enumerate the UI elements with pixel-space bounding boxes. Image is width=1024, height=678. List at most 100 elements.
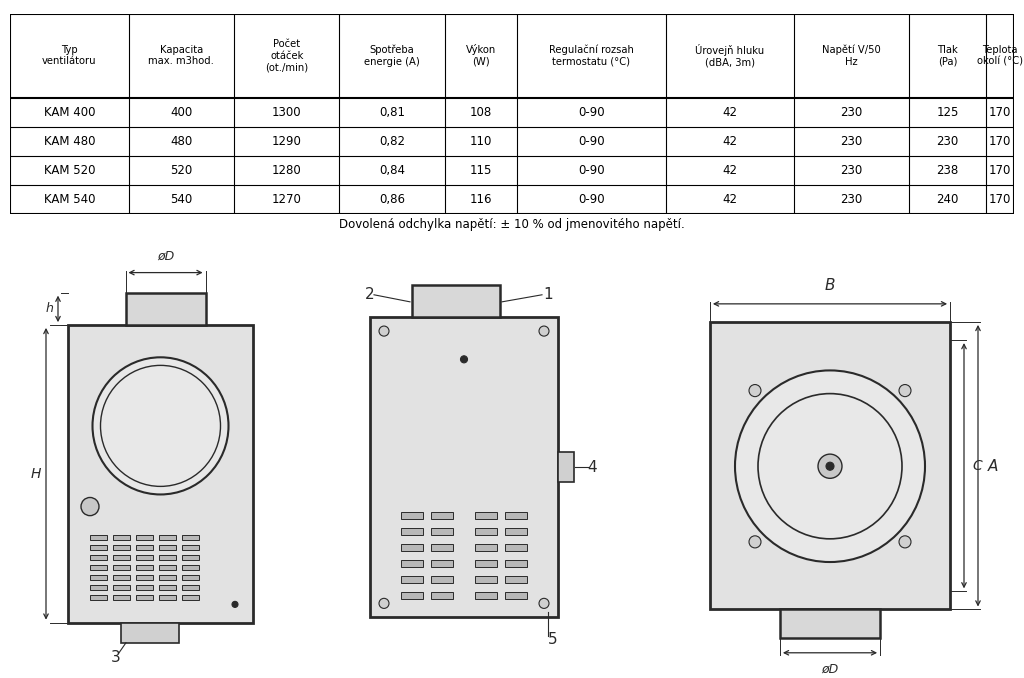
Text: Počet
otáček
(ot./min): Počet otáček (ot./min) xyxy=(265,39,308,72)
Circle shape xyxy=(100,365,220,486)
Bar xyxy=(401,527,423,535)
Text: KAM 400: KAM 400 xyxy=(44,106,95,119)
Bar xyxy=(475,512,497,519)
Text: H: H xyxy=(31,466,41,481)
Text: h: h xyxy=(45,302,53,315)
Text: 116: 116 xyxy=(470,193,493,205)
Bar xyxy=(136,555,153,560)
Text: 0,84: 0,84 xyxy=(379,163,406,176)
Bar xyxy=(505,576,527,583)
Circle shape xyxy=(539,598,549,608)
Bar xyxy=(370,317,558,618)
Text: 110: 110 xyxy=(470,134,493,148)
Text: 42: 42 xyxy=(722,163,737,176)
Bar xyxy=(401,544,423,551)
Text: 2: 2 xyxy=(366,287,375,302)
Bar xyxy=(121,622,179,643)
Bar xyxy=(475,527,497,535)
Bar xyxy=(475,576,497,583)
Text: KAM 540: KAM 540 xyxy=(44,193,95,205)
Bar xyxy=(475,544,497,551)
Text: 400: 400 xyxy=(170,106,193,119)
Circle shape xyxy=(899,536,911,548)
Bar xyxy=(159,565,176,570)
Text: 108: 108 xyxy=(470,106,492,119)
Text: 230: 230 xyxy=(841,163,863,176)
Text: 0-90: 0-90 xyxy=(578,193,604,205)
Text: øD: øD xyxy=(157,250,174,262)
Bar xyxy=(780,610,880,638)
Bar xyxy=(475,593,497,599)
Bar xyxy=(159,575,176,580)
Bar xyxy=(505,544,527,551)
Bar xyxy=(113,535,130,540)
Text: 0-90: 0-90 xyxy=(578,134,604,148)
Text: Kapacita
max. m3hod.: Kapacita max. m3hod. xyxy=(148,45,214,66)
Circle shape xyxy=(826,462,834,471)
Circle shape xyxy=(379,326,389,336)
Bar xyxy=(505,527,527,535)
Bar xyxy=(710,322,950,610)
Circle shape xyxy=(81,498,99,516)
Text: 5: 5 xyxy=(548,632,558,647)
Text: 230: 230 xyxy=(936,134,958,148)
Text: Napětí V/50
Hz: Napětí V/50 Hz xyxy=(822,45,881,66)
Text: 3: 3 xyxy=(112,650,121,665)
Circle shape xyxy=(899,384,911,397)
Bar xyxy=(431,593,453,599)
Text: 170: 170 xyxy=(988,106,1011,119)
Circle shape xyxy=(749,384,761,397)
Bar xyxy=(505,560,527,567)
Bar xyxy=(136,565,153,570)
Text: 42: 42 xyxy=(722,106,737,119)
Bar xyxy=(431,527,453,535)
Text: 0-90: 0-90 xyxy=(578,106,604,119)
Bar xyxy=(90,555,106,560)
Bar xyxy=(136,595,153,600)
Circle shape xyxy=(749,536,761,548)
Bar xyxy=(90,545,106,550)
Bar xyxy=(182,535,199,540)
Text: Regulační rozsah
termostatu (°C): Regulační rozsah termostatu (°C) xyxy=(549,45,634,66)
Text: 170: 170 xyxy=(988,134,1011,148)
Text: 230: 230 xyxy=(841,106,863,119)
Text: 230: 230 xyxy=(841,134,863,148)
Text: 240: 240 xyxy=(936,193,958,205)
Text: 1290: 1290 xyxy=(271,134,302,148)
Bar xyxy=(159,545,176,550)
Bar xyxy=(505,512,527,519)
Bar xyxy=(68,325,253,622)
Circle shape xyxy=(92,357,228,494)
Bar xyxy=(182,585,199,591)
Text: C: C xyxy=(972,459,982,473)
Text: 0,82: 0,82 xyxy=(379,134,406,148)
Bar xyxy=(113,595,130,600)
Text: 0,86: 0,86 xyxy=(379,193,406,205)
Bar xyxy=(182,545,199,550)
Circle shape xyxy=(818,454,842,478)
Bar xyxy=(431,512,453,519)
Text: 1: 1 xyxy=(543,287,553,302)
Circle shape xyxy=(735,370,925,562)
Bar xyxy=(401,576,423,583)
Bar xyxy=(558,452,574,482)
Circle shape xyxy=(232,601,238,607)
Text: øD: øD xyxy=(821,663,839,676)
Bar xyxy=(159,585,176,591)
Text: B: B xyxy=(824,278,836,293)
Bar xyxy=(113,545,130,550)
Bar xyxy=(113,575,130,580)
Bar xyxy=(182,595,199,600)
Bar xyxy=(431,576,453,583)
Bar xyxy=(431,560,453,567)
Bar xyxy=(475,560,497,567)
Circle shape xyxy=(539,326,549,336)
Text: KAM 480: KAM 480 xyxy=(44,134,95,148)
Bar xyxy=(90,575,106,580)
Bar xyxy=(505,593,527,599)
Text: 42: 42 xyxy=(722,193,737,205)
Text: Úrovejň hluku
(dBA, 3m): Úrovejň hluku (dBA, 3m) xyxy=(695,44,764,67)
Text: 238: 238 xyxy=(936,163,958,176)
Bar xyxy=(113,555,130,560)
Bar xyxy=(412,285,500,317)
